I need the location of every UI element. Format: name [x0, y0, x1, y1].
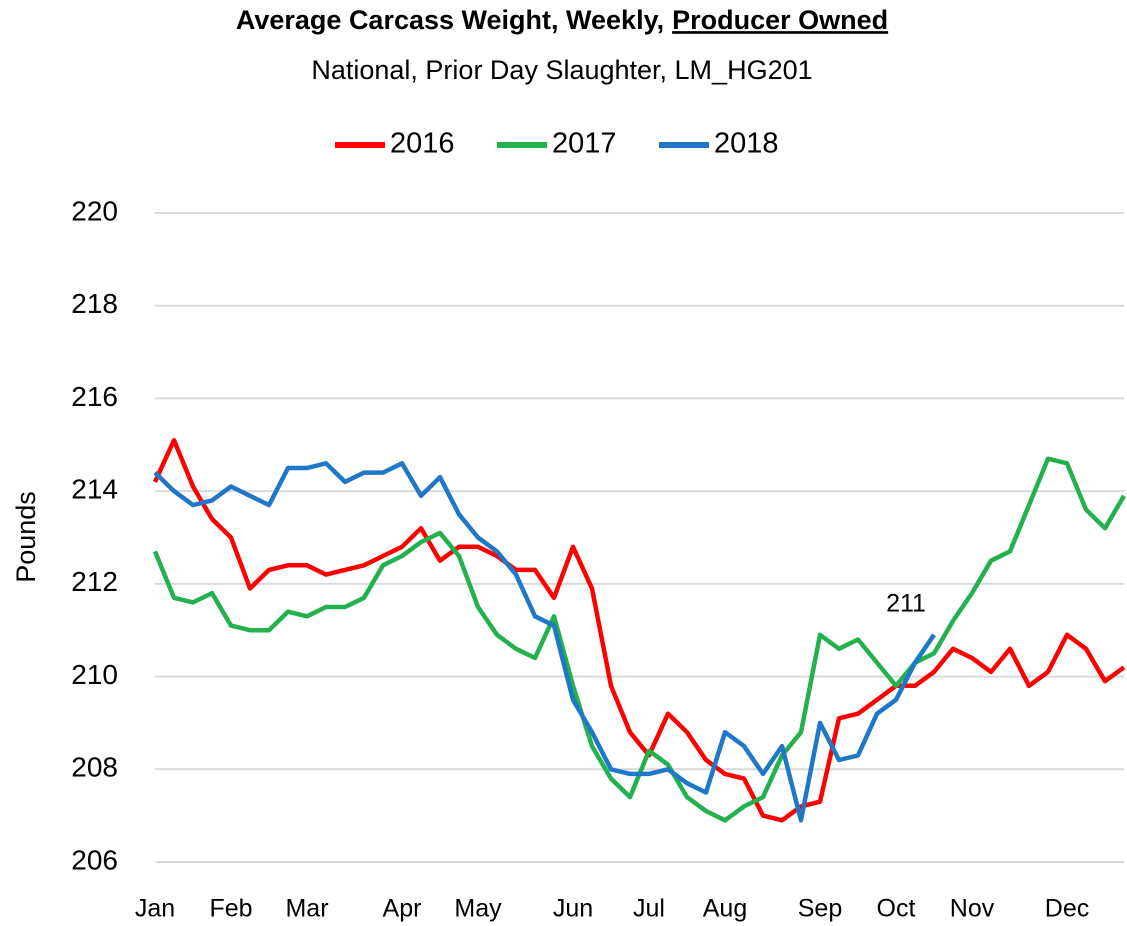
x-tick-label: May [454, 895, 502, 923]
x-tick-label: Mar [285, 895, 328, 923]
series-line [152, 437, 1126, 823]
x-tick-label: Jul [633, 895, 665, 923]
chart-subtitle: National, Prior Day Slaughter, LM_HG201 [311, 55, 812, 85]
x-tick-label: Dec [1045, 895, 1089, 923]
x-tick-label: Jan [135, 895, 175, 923]
y-tick-label: 214 [71, 474, 118, 505]
legend-label: 2018 [714, 128, 779, 160]
legend-label: 2016 [390, 128, 455, 160]
chart-title: Average Carcass Weight, Weekly, [236, 5, 664, 35]
x-tick-label: Aug [703, 895, 747, 923]
x-tick-label: Feb [209, 895, 252, 923]
y-tick-label: 216 [71, 381, 118, 412]
series-line [153, 461, 936, 823]
y-tick-label: 210 [71, 659, 118, 690]
y-tick-label: 218 [71, 288, 118, 319]
y-tick-label: 212 [71, 566, 118, 597]
series-line [152, 456, 1126, 823]
x-tick-label: Apr [383, 895, 422, 923]
x-tick-label: Nov [950, 895, 995, 923]
x-tick-label: Oct [877, 895, 916, 923]
y-tick-label: 220 [71, 195, 118, 226]
y-axis-label: Pounds [11, 491, 41, 583]
y-tick-label: 206 [71, 844, 118, 875]
x-tick-label: Jun [553, 895, 593, 923]
x-tick-label: Sep [798, 895, 842, 923]
y-tick-label: 208 [71, 752, 118, 783]
annotation: 211 [886, 589, 926, 617]
legend-label: 2017 [552, 128, 617, 160]
chart-title-emphasis: Producer Owned [672, 5, 888, 35]
